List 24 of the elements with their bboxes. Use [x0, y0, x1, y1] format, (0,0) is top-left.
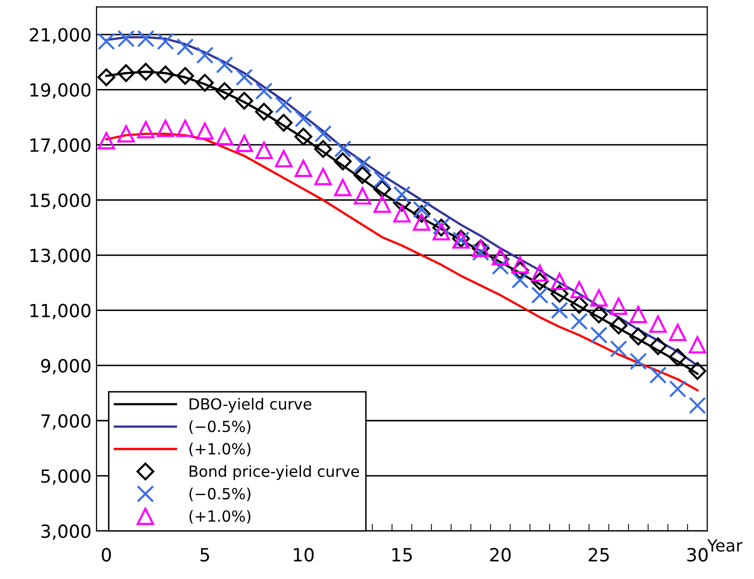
x-tick-label: 5 [200, 548, 210, 562]
y-tick-label: 21,000 [30, 28, 90, 44]
y-tick-label: 11,000 [30, 304, 90, 320]
x-tick-label: 30 [687, 548, 708, 562]
y-tick-label: 9,000 [41, 358, 90, 374]
y-tick-label: 19,000 [30, 83, 90, 99]
y-tick-label: 7,000 [41, 414, 90, 430]
x-tick-label: 10 [294, 548, 314, 562]
x-tick-label: 20 [490, 548, 511, 562]
y-tick-label: 3,000 [41, 524, 90, 540]
legend-label: (−0.5%) [189, 488, 250, 502]
y-tick-label: 5,000 [41, 469, 90, 485]
x-tick-label: 25 [588, 548, 609, 562]
legend-label: (+1.0%) [189, 510, 250, 524]
x-tick-label: 15 [392, 548, 412, 562]
x-tick-label: 0 [102, 548, 111, 562]
y-tick-label: 17,000 [30, 138, 90, 154]
legend-label: (+1.0%) [189, 442, 250, 456]
legend-label: Bond price-yield curve [190, 465, 359, 480]
legend-label: DBO-yield curve [190, 398, 312, 413]
y-tick-label: 13,000 [30, 248, 90, 264]
y-tick-label: 15,000 [30, 193, 90, 209]
x-axis-title: Year [707, 539, 743, 552]
legend-label: (−0.5%) [189, 420, 250, 434]
